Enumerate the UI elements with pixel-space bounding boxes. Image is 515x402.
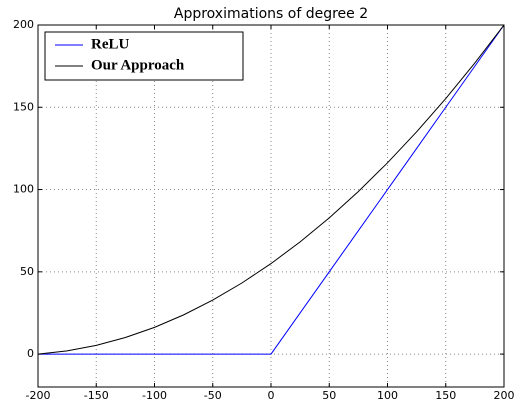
x-tick-label: -150	[84, 389, 109, 402]
x-tick-label: 200	[494, 389, 515, 402]
y-tick-label: 100	[13, 183, 34, 196]
y-tick-label: 0	[27, 347, 34, 360]
legend-label: ReLU	[91, 36, 129, 52]
legend-box	[44, 31, 244, 81]
chart-title: Approximations of degree 2	[174, 6, 368, 22]
legend: ReLU Our Approach	[44, 31, 244, 81]
x-tick-label: 0	[268, 389, 275, 402]
x-tick-label: 100	[377, 389, 398, 402]
x-tick-label: 150	[435, 389, 456, 402]
x-tick-label: -100	[142, 389, 167, 402]
series-line	[38, 24, 505, 355]
plot-frame	[37, 24, 505, 388]
y-tick-label: 200	[13, 18, 34, 31]
x-tick-label: -200	[26, 389, 51, 402]
x-tick-label: 50	[322, 389, 336, 402]
y-tick-label: 50	[20, 265, 34, 278]
x-tick-label: -50	[204, 389, 222, 402]
series-line	[37, 24, 505, 355]
y-tick-label: 150	[13, 100, 34, 113]
legend-label: Our Approach	[91, 57, 185, 73]
